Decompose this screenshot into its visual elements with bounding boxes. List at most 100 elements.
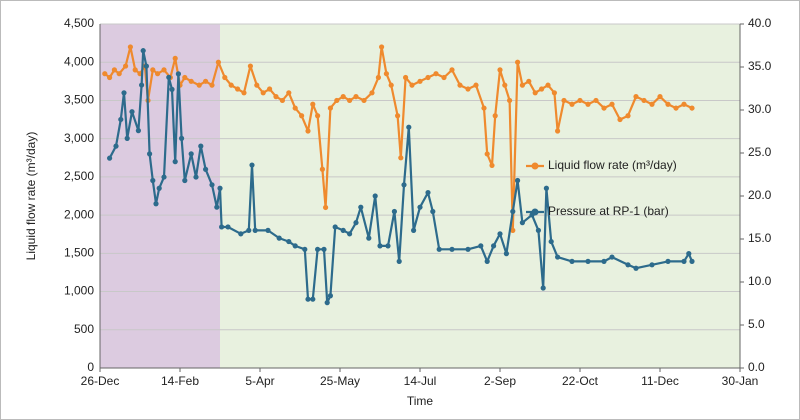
series-marker [689,258,695,264]
series-marker [107,155,113,161]
series-marker [585,258,591,264]
series-marker [433,71,439,77]
y-tick-label: 3,000 [64,131,94,145]
series-marker [396,258,402,264]
x-tick-label: 30-Jan [722,374,759,388]
series-marker [449,67,455,73]
series-marker [247,63,253,69]
series-marker [193,174,199,180]
series-marker [150,67,156,73]
series-marker [555,254,561,260]
series-marker [265,227,271,233]
y2-tick-label: 10.0 [748,274,772,288]
series-marker [217,185,223,191]
y2-tick-label: 40.0 [748,16,772,30]
series-marker [305,128,311,134]
series-marker [252,227,258,233]
y2-tick-label: 15.0 [748,231,772,245]
series-marker [515,177,521,184]
series-marker [609,101,615,107]
series-marker [276,235,282,241]
legend-label: Pressure at RP-1 (bar) [548,204,669,218]
series-marker [625,262,631,268]
series-marker [577,97,583,104]
series-marker [497,231,503,237]
series-marker [150,177,156,184]
series-marker [155,71,161,77]
series-marker [649,101,655,107]
x-tick-label: 22-Oct [562,374,599,388]
y-tick-label: 2,500 [64,169,94,183]
series-marker [353,220,359,226]
shaded-region [220,24,740,368]
series-marker [473,82,479,88]
series-marker [254,82,260,88]
y2-tick-label: 5.0 [748,317,765,331]
series-marker [641,97,647,104]
series-marker [391,208,397,215]
series-marker [425,189,431,196]
series-marker [457,82,463,88]
series-marker [347,231,353,237]
series-marker [548,238,554,245]
series-marker [481,105,487,111]
series-marker [561,97,567,104]
legend-label: Liquid flow rate (m³/day) [548,158,677,172]
series-marker [302,246,308,252]
series-marker [417,78,423,84]
series-marker [315,246,321,252]
series-marker [569,258,575,264]
legend-marker [531,162,539,170]
series-marker [395,113,401,119]
legend-marker [531,208,539,216]
series-marker [203,78,209,84]
series-marker [182,177,188,184]
series-marker [179,135,185,141]
series-marker [222,74,228,81]
series-marker [689,105,695,111]
series-marker [681,258,687,264]
series-marker [532,90,538,96]
series-marker [198,143,204,149]
series-marker [219,224,225,230]
series-marker [169,86,175,92]
series-marker [491,243,497,249]
series-marker [334,97,340,104]
y-tick-label: 3,500 [64,93,94,107]
series-marker [430,208,436,215]
series-marker [555,128,561,134]
series-marker [484,151,490,157]
series-marker [633,265,639,271]
series-marker [246,227,252,233]
series-marker [377,243,383,249]
series-marker [113,143,119,149]
series-marker [425,74,431,81]
series-marker [417,204,423,210]
x-tick-label: 5-Apr [245,374,274,388]
series-marker [121,90,127,96]
series-marker [323,204,329,211]
series-marker [519,220,526,226]
series-marker [127,44,133,50]
series-marker [649,262,655,268]
series-marker [310,101,316,107]
series-marker [465,246,471,252]
series-marker [123,63,129,69]
series-marker [209,82,215,88]
series-marker [332,224,338,230]
y2-tick-label: 0.0 [748,360,765,374]
y-tick-label: 1,000 [64,284,94,298]
series-marker [166,74,172,80]
series-marker [379,44,385,50]
series-marker [279,97,285,104]
series-marker [267,86,273,92]
series-marker [665,258,671,264]
series-marker [353,94,359,100]
y-tick-label: 4,500 [64,16,94,30]
series-marker [161,174,167,180]
series-marker [673,105,679,111]
series-marker [441,74,447,81]
y-tick-label: 0 [87,360,94,374]
series-marker [535,227,542,233]
